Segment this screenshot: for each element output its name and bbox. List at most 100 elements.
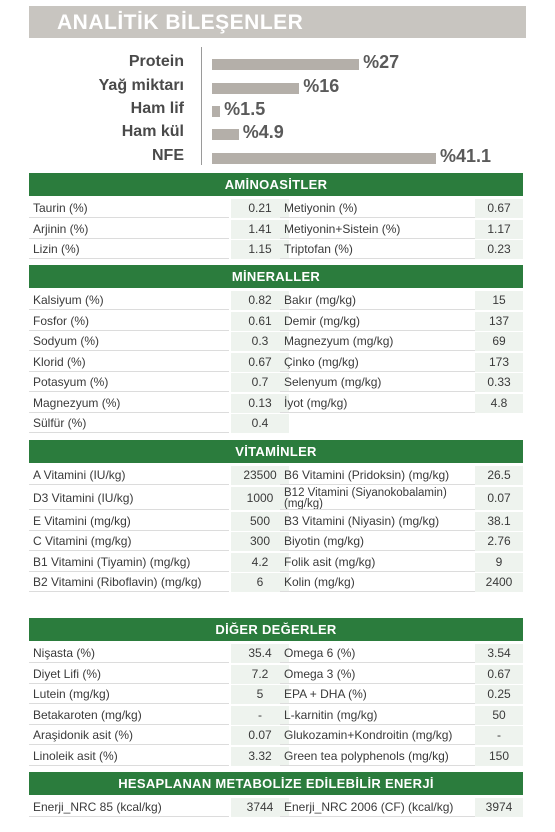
nutrient-name: B1 Vitamini (Tiyamin) (mg/kg) (29, 553, 229, 572)
nutrient-name: Omega 6 (%) (280, 644, 480, 663)
table-row: Sülfür (%) 0.4 (29, 414, 523, 435)
nutrient-name: D3 Vitamini (IU/kg) (29, 487, 229, 510)
composition-bar (212, 59, 360, 70)
nutrient-name: Metiyonin+Sistein (%) (280, 220, 480, 239)
nutrient-value: 2400 (475, 573, 523, 592)
nutrient-value: 0.61 (231, 311, 289, 331)
table-row: Diyet Lifi (%) 7.2 Omega 3 (%) 0.67 (29, 664, 523, 686)
composition-value: %27 (363, 52, 400, 72)
nutrient-value: 0.07 (475, 486, 523, 510)
nutrient-name: Biyotin (mg/kg) (280, 532, 480, 551)
nutrient-name: E Vitamini (mg/kg) (29, 512, 229, 531)
composition-bar (212, 106, 221, 117)
other-values-section: DİĞER DEĞERLER Nişasta (%) 35.4 Omega 6 (%)… (29, 618, 523, 767)
composition-row: NFE %41.1 (0, 145, 555, 169)
nutrient-value: 5 (231, 685, 289, 704)
nutrient-value: 0.67 (475, 664, 523, 684)
table-row: Lutein (mg/kg) 5 EPA + DHA (%) 0.25 (29, 685, 523, 706)
nutrient-name: Kalsiyum (%) (29, 291, 229, 310)
nutrient-value: 150 (475, 746, 523, 766)
nutrient-name: L-karnitin (mg/kg) (280, 706, 480, 725)
nutrient-value: 0.13 (231, 393, 289, 413)
table-row: Linoleik asit (%) 3.32 Green tea polypheno… (29, 746, 523, 768)
nutrient-value: 15 (475, 291, 523, 310)
nutrient-name: Enerji_NRC 2006 (CF) (kcal/kg) (280, 798, 480, 817)
nutrient-value: 173 (475, 352, 523, 372)
section-header: AMİNOASİTLER (29, 173, 523, 196)
nutrient-name: Lizin (%) (29, 240, 229, 259)
minerals-section: MİNERALLER Kalsiyum (%) 0.82 Bakır (mg/kg) 1… (29, 265, 523, 435)
section-header: VİTAMİNLER (29, 440, 523, 463)
energy-section: HESAPLANAN METABOLİZE EDİLEBİLİR ENERJİ E… (29, 772, 523, 819)
table-row: Sodyum (%) 0.3 Magnezyum (mg/kg) 69 (29, 332, 523, 353)
section-header: MİNERALLER (29, 265, 523, 288)
table-row: D3 Vitamini (IU/kg) 1000 B12 Vitamini (Siy… (29, 486, 523, 512)
composition-label: Yağ miktarı (98, 77, 184, 94)
table-row: Potasyum (%) 0.7 Selenyum (mg/kg) 0.33 (29, 373, 523, 394)
composition-value: %1.5 (224, 99, 266, 119)
nutrient-value: 3.32 (231, 746, 289, 766)
nutrient-value: 4.8 (475, 393, 523, 413)
nutrient-value: 7.2 (231, 664, 289, 684)
table-row: Nişasta (%) 35.4 Omega 6 (%) 3.54 (29, 644, 523, 665)
amino-acids-section: AMİNOASİTLER Taurin (%) 0.21 Metiyonin (%) 0… (29, 173, 523, 261)
nutrient-name: Nişasta (%) (29, 644, 229, 663)
nutrient-value: 0.07 (231, 726, 289, 745)
composition-bar (212, 153, 436, 164)
nutrient-name: Magnezyum (%) (29, 394, 229, 413)
nutrient-name: EPA + DHA (%) (280, 685, 480, 704)
table-row: C Vitamini (mg/kg) 300 Biyotin (mg/kg) 2.76 (29, 532, 523, 553)
nutrient-value: 50 (475, 705, 523, 725)
nutrient-name: Triptofan (%) (280, 240, 480, 259)
table-row: Magnezyum (%) 0.13 İyot (mg/kg) 4.8 (29, 393, 523, 415)
table-row: Taurin (%) 0.21 Metiyonin (%) 0.67 (29, 199, 523, 220)
nutrient-name: Taurin (%) (29, 199, 229, 218)
nutrient-value: 3974 (475, 798, 523, 817)
composition-row: Protein %27 (0, 51, 555, 75)
table-row: Enerji_NRC 85 (kcal/kg) 3744 Enerji_NRC 20… (29, 798, 523, 819)
nutrient-value: 0.25 (475, 685, 523, 704)
nutrient-value: 300 (231, 532, 289, 551)
nutrient-name: Çinko (mg/kg) (280, 353, 480, 372)
nutrient-value: 0.7 (231, 373, 289, 392)
table-row: Betakaroten (mg/kg) - L-karnitin (mg/kg) 50 (29, 705, 523, 727)
table-row: Araşidonik asit (%) 0.07 Glukozamin+Kondro… (29, 726, 523, 747)
table-row: Lizin (%) 1.15 Triptofan (%) 0.23 (29, 240, 523, 261)
nutrient-name: Potasyum (%) (29, 373, 229, 392)
nutrient-name: B12 Vitamini (Siyanokobalamin) (mg/kg) (280, 487, 480, 510)
nutrient-value: 0.33 (475, 373, 523, 392)
nutrient-value: 0.82 (231, 291, 289, 310)
composition-row: Yağ miktarı %16 (0, 75, 555, 99)
composition-value: %4.9 (242, 122, 284, 142)
table-row: B1 Vitamini (Tiyamin) (mg/kg) 4.2 Folik as… (29, 552, 523, 574)
nutrient-name: Folik asit (mg/kg) (280, 553, 480, 572)
nutrient-value: 35.4 (231, 644, 289, 663)
nutrient-value: 2.76 (475, 532, 523, 551)
nutrient-name: Araşidonik asit (%) (29, 726, 229, 745)
composition-row: Ham kül %4.9 (0, 121, 555, 145)
nutrient-name: Fosfor (%) (29, 312, 229, 331)
nutrient-value: - (231, 705, 289, 725)
nutrient-name: Linoleik asit (%) (29, 747, 229, 766)
nutrient-name: İyot (mg/kg) (280, 394, 480, 413)
nutrient-name: Metiyonin (%) (280, 199, 480, 218)
page-title: ANALİTİK BİLEŞENLER (29, 6, 526, 38)
nutrient-name: Klorid (%) (29, 353, 229, 372)
nutrient-name: Glukozamin+Kondroitin (mg/kg) (280, 726, 480, 745)
composition-label: Ham kül (121, 123, 184, 140)
composition-label: NFE (152, 147, 184, 164)
composition-row: Ham lif %1.5 (0, 98, 555, 122)
nutrient-value: 3.54 (475, 644, 523, 663)
nutrient-value: - (475, 726, 523, 745)
table-row: Kalsiyum (%) 0.82 Bakır (mg/kg) 15 (29, 291, 523, 312)
table-row: Arjinin (%) 1.41 Metiyonin+Sistein (%) 1.17 (29, 219, 523, 241)
composition-bar (212, 129, 239, 140)
nutrient-name: Omega 3 (%) (280, 665, 480, 684)
nutrient-name: Green tea polyphenols (mg/kg) (280, 747, 480, 766)
nutrient-value: 0.23 (475, 240, 523, 259)
nutrient-value: 4.2 (231, 552, 289, 572)
nutrient-value: 0.67 (475, 199, 523, 218)
vitamins-section: VİTAMİNLER A Vitamini (IU/kg) 23500 B6 Vita… (29, 440, 523, 594)
nutrient-value: 23500 (231, 466, 289, 485)
nutrient-value: 69 (475, 332, 523, 351)
